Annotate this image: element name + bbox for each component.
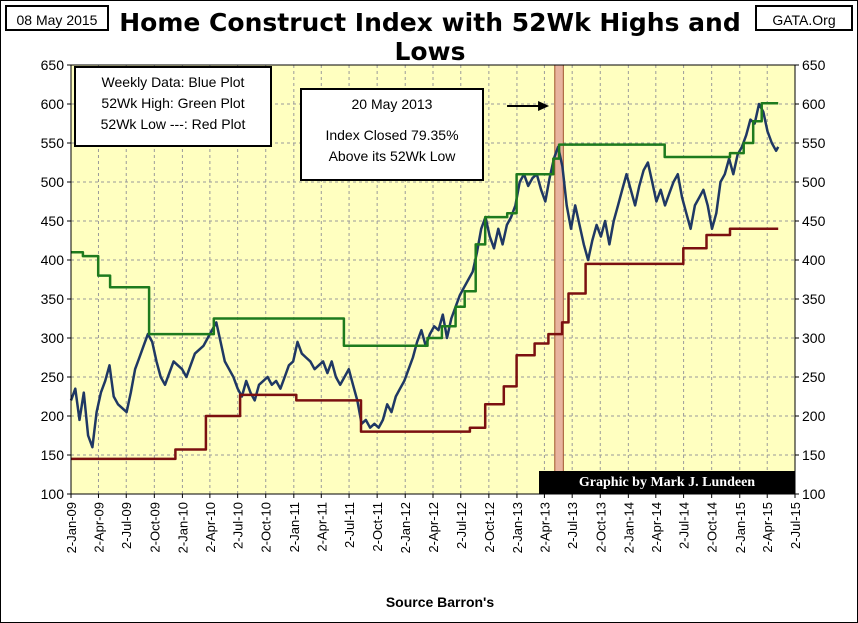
legend-low: 52Wk Low ---: Red Plot <box>100 116 246 132</box>
x-tick-label: 2-Jan-10 <box>175 502 190 553</box>
y-axis-left: 100 150 200 250 300 350 400 450 500 550 600 650 <box>41 57 71 502</box>
x-tick-label: 2-Jan-09 <box>64 502 79 553</box>
y-tick-label-right: 600 <box>802 96 826 112</box>
y-tick-label-right: 550 <box>802 135 826 151</box>
x-tick-label: 2-Oct-14 <box>705 502 720 553</box>
y-tick-label-left: 350 <box>41 291 65 307</box>
x-tick-label: 2-Oct-09 <box>147 502 162 553</box>
y-tick-label-left: 400 <box>41 252 65 268</box>
x-tick-label: 2-Jan-11 <box>287 502 302 552</box>
annotation-date: 20 May 2013 <box>351 96 433 112</box>
y-tick-label-right: 250 <box>802 369 826 385</box>
chart-title: Home Construct Index with 52Wk Highs and… <box>119 8 741 66</box>
x-tick-label: 2-Apr-10 <box>203 502 218 553</box>
series-layer <box>69 101 780 461</box>
y-tick-label-left: 550 <box>41 135 65 151</box>
y-tick-label-right: 400 <box>802 252 826 268</box>
y-tick-label-right: 450 <box>802 213 826 229</box>
x-tick-label: 2-Jan-15 <box>733 502 748 553</box>
y-tick-label-left: 250 <box>41 369 65 385</box>
y-tick-label-right: 100 <box>802 486 826 502</box>
highlight-band <box>554 64 564 495</box>
credit-banner: Graphic by Mark J. Lundeen <box>539 471 795 494</box>
y-tick-label-right: 300 <box>802 330 826 346</box>
x-axis-title: Source Barron's <box>385 594 495 610</box>
x-tick-label: 2-Apr-13 <box>537 502 552 553</box>
y-tick-label-right: 500 <box>802 174 826 190</box>
x-tick-label: 2-Jul-10 <box>231 502 246 549</box>
y-tick-label-right: 650 <box>802 57 826 73</box>
annotation-box: 20 May 2013 Index Closed 79.35% Above it… <box>300 88 484 181</box>
annotation-line-3: Above its 52Wk Low <box>328 148 456 164</box>
x-tick-label: 2-Apr-11 <box>314 502 329 552</box>
x-tick-label: 2-Oct-13 <box>593 502 608 553</box>
annotation-line-2: Index Closed 79.35% <box>325 127 459 143</box>
x-tick-label: 2-Jul-11 <box>342 502 357 548</box>
x-tick-label: 2-Oct-10 <box>259 502 274 553</box>
y-tick-label-left: 150 <box>41 447 65 463</box>
y-tick-label-left: 650 <box>41 57 65 73</box>
y-tick-label-right: 350 <box>802 291 826 307</box>
x-tick-label: 2-Jan-12 <box>398 502 413 553</box>
x-axis: 2-Jan-09 2-Apr-09 2-Jul-09 2-Oct-09 2-Jan-10… <box>64 494 803 553</box>
x-tick-label: 2-Apr-09 <box>91 502 106 553</box>
date-label: 08 May 2015 <box>5 5 109 31</box>
series-high-line <box>71 101 779 348</box>
x-tick-label: 2-Oct-12 <box>482 502 497 553</box>
x-tick-label: 2-Oct-11 <box>370 502 385 552</box>
x-tick-label: 2-Jul-12 <box>454 502 469 549</box>
y-tick-label-left: 300 <box>41 330 65 346</box>
x-tick-label: 2-Apr-14 <box>649 502 664 553</box>
arrow-head <box>538 101 550 111</box>
x-tick-label: 2-Jul-14 <box>677 502 692 549</box>
legend-weekly: Weekly Data: Blue Plot <box>101 74 245 90</box>
x-tick-label: 2-Jan-13 <box>510 502 525 553</box>
annotation-arrow <box>507 101 550 111</box>
y-axis-right: 100 150 200 250 300 350 400 450 500 550 600 650 <box>795 57 826 502</box>
y-tick-label-left: 450 <box>41 213 65 229</box>
y-tick-label-right: 150 <box>802 447 826 463</box>
legend-high: 52Wk High: Green Plot <box>101 95 245 111</box>
x-tick-label: 2-Jul-15 <box>788 502 803 549</box>
y-tick-label-left: 600 <box>41 96 65 112</box>
y-tick-label-left: 100 <box>41 486 65 502</box>
y-tick-label-right: 200 <box>802 408 826 424</box>
y-tick-label-left: 500 <box>41 174 65 190</box>
x-tick-label: 2-Jul-09 <box>119 502 134 549</box>
x-tick-label: 2-Apr-12 <box>426 502 441 553</box>
x-tick-label: 2-Jan-14 <box>621 502 636 553</box>
legend-box: Weekly Data: Blue Plot 52Wk High: Green … <box>74 66 272 147</box>
x-tick-label: 2-Apr-15 <box>760 502 775 553</box>
y-tick-label-left: 200 <box>41 408 65 424</box>
x-tick-label: 2-Jul-13 <box>565 502 580 549</box>
site-label: GATA.Org <box>755 5 853 31</box>
series-low-line <box>71 227 779 461</box>
